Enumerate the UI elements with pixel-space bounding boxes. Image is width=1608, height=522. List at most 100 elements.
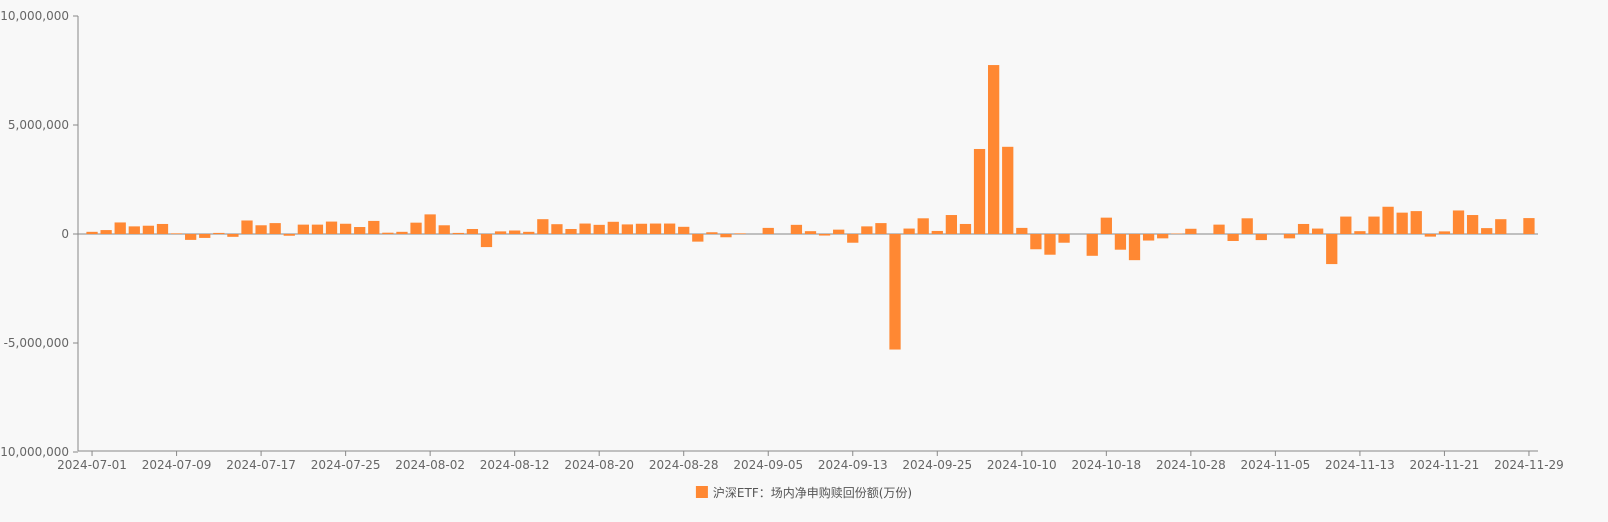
- bar[interactable]: [918, 218, 929, 234]
- bar[interactable]: [1002, 147, 1013, 234]
- bar[interactable]: [101, 230, 112, 234]
- bar[interactable]: [819, 234, 830, 236]
- bar[interactable]: [439, 225, 450, 234]
- bar[interactable]: [875, 223, 886, 234]
- bar[interactable]: [410, 223, 421, 234]
- bar[interactable]: [1101, 218, 1112, 234]
- bar[interactable]: [805, 231, 816, 234]
- legend[interactable]: 沪深ETF：场内净申购赎回份额(万份): [696, 485, 912, 500]
- bar[interactable]: [1143, 234, 1154, 241]
- bar[interactable]: [579, 224, 590, 234]
- bar[interactable]: [889, 234, 900, 350]
- bar[interactable]: [692, 234, 703, 242]
- bar[interactable]: [1382, 207, 1393, 234]
- bar[interactable]: [86, 232, 97, 234]
- bar[interactable]: [467, 229, 478, 234]
- bar[interactable]: [185, 234, 196, 240]
- bar[interactable]: [1312, 229, 1323, 234]
- bar[interactable]: [1439, 231, 1450, 234]
- bar[interactable]: [270, 223, 281, 234]
- bar[interactable]: [1129, 234, 1140, 260]
- bar[interactable]: [763, 228, 774, 234]
- bar[interactable]: [1016, 228, 1027, 234]
- bar[interactable]: [1044, 234, 1055, 255]
- bar[interactable]: [974, 149, 985, 234]
- bar[interactable]: [847, 234, 858, 243]
- bar[interactable]: [903, 229, 914, 234]
- bar[interactable]: [1227, 234, 1238, 241]
- bar[interactable]: [1467, 215, 1478, 234]
- bar[interactable]: [1354, 231, 1365, 234]
- bar[interactable]: [326, 222, 337, 234]
- bar[interactable]: [960, 224, 971, 234]
- bar[interactable]: [425, 214, 436, 234]
- bar[interactable]: [396, 232, 407, 234]
- bar[interactable]: [171, 233, 182, 234]
- bar[interactable]: [1298, 224, 1309, 234]
- bar[interactable]: [551, 224, 562, 234]
- bar[interactable]: [988, 65, 999, 234]
- bar[interactable]: [1495, 219, 1506, 234]
- bar[interactable]: [1523, 218, 1534, 234]
- bar[interactable]: [706, 232, 717, 234]
- bar[interactable]: [241, 220, 252, 234]
- bar[interactable]: [453, 233, 464, 234]
- legend-label[interactable]: 沪深ETF：场内净申购赎回份额(万份): [713, 485, 912, 500]
- bar[interactable]: [1157, 234, 1168, 238]
- bar[interactable]: [382, 233, 393, 234]
- bar[interactable]: [833, 230, 844, 234]
- bar[interactable]: [1453, 210, 1464, 234]
- bar[interactable]: [1087, 234, 1098, 256]
- bar[interactable]: [734, 233, 745, 234]
- bar[interactable]: [157, 224, 168, 234]
- bar[interactable]: [720, 234, 731, 237]
- bar[interactable]: [509, 231, 520, 234]
- bar[interactable]: [1411, 211, 1422, 234]
- bar[interactable]: [1242, 218, 1253, 234]
- bar[interactable]: [1425, 234, 1436, 237]
- bar[interactable]: [143, 226, 154, 234]
- bar[interactable]: [608, 222, 619, 234]
- bar[interactable]: [791, 225, 802, 234]
- bar[interactable]: [284, 234, 295, 236]
- bar[interactable]: [1481, 228, 1492, 234]
- bar[interactable]: [1368, 217, 1379, 234]
- bar[interactable]: [946, 215, 957, 234]
- bar[interactable]: [1058, 234, 1069, 243]
- bar[interactable]: [213, 233, 224, 234]
- bar[interactable]: [1284, 234, 1295, 238]
- bar[interactable]: [1030, 234, 1041, 249]
- bar[interactable]: [1256, 234, 1267, 240]
- bar[interactable]: [368, 221, 379, 234]
- bar[interactable]: [129, 226, 140, 234]
- bar[interactable]: [1397, 213, 1408, 234]
- bar[interactable]: [481, 234, 492, 247]
- bar[interactable]: [594, 225, 605, 234]
- bar[interactable]: [298, 225, 309, 234]
- bar[interactable]: [636, 224, 647, 234]
- bar[interactable]: [622, 224, 633, 234]
- bar[interactable]: [650, 224, 661, 234]
- bar[interactable]: [664, 224, 675, 234]
- bar[interactable]: [354, 227, 365, 234]
- bar[interactable]: [115, 222, 126, 234]
- bar[interactable]: [227, 234, 238, 237]
- bar[interactable]: [932, 231, 943, 234]
- bar[interactable]: [1213, 225, 1224, 234]
- legend-swatch[interactable]: [696, 486, 708, 498]
- bar[interactable]: [565, 229, 576, 234]
- bar[interactable]: [523, 232, 534, 234]
- bar[interactable]: [1340, 217, 1351, 234]
- bar[interactable]: [199, 234, 210, 238]
- bar[interactable]: [537, 219, 548, 234]
- bar[interactable]: [861, 226, 872, 234]
- bar[interactable]: [312, 225, 323, 234]
- bar[interactable]: [1115, 234, 1126, 250]
- bar[interactable]: [678, 227, 689, 234]
- x-tick-label: 2024-08-20: [564, 458, 634, 472]
- bar[interactable]: [1185, 229, 1196, 234]
- bar[interactable]: [1326, 234, 1337, 264]
- bar[interactable]: [340, 224, 351, 234]
- bar[interactable]: [255, 225, 266, 234]
- bar[interactable]: [495, 231, 506, 234]
